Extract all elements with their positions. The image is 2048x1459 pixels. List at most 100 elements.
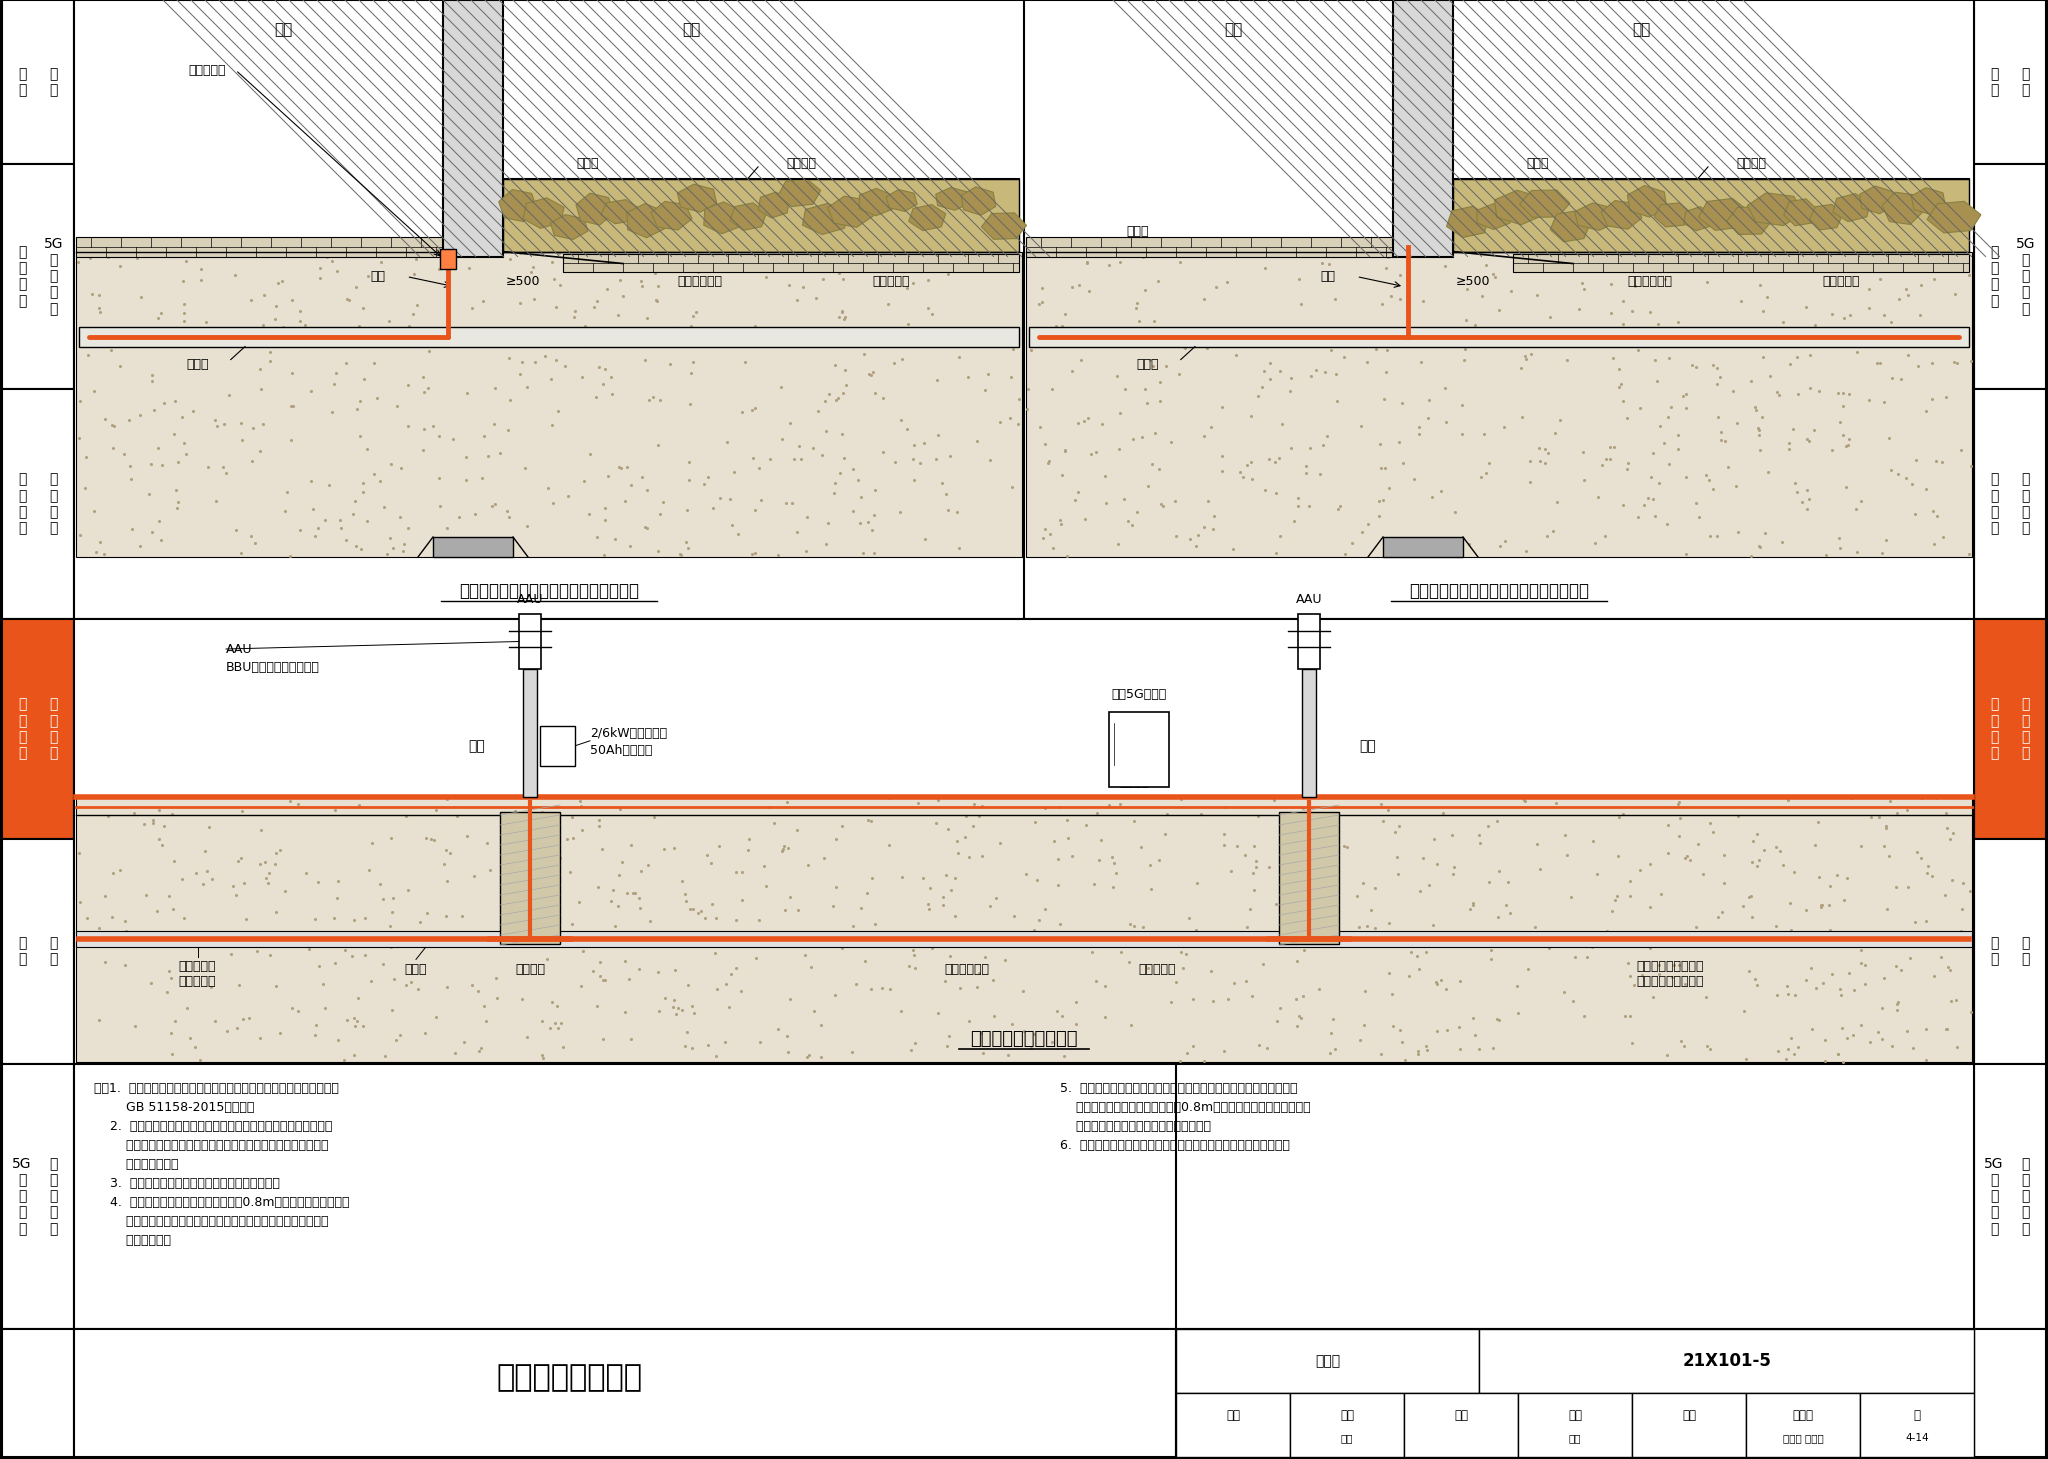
Bar: [1290, 1393, 1405, 1458]
Polygon shape: [1726, 207, 1772, 235]
Bar: [2, 163, 74, 390]
Polygon shape: [705, 201, 741, 233]
Polygon shape: [1911, 188, 1946, 214]
Text: 符
号: 符 号: [1991, 67, 1999, 98]
Bar: [1382, 537, 1462, 557]
Bar: [1452, 179, 1968, 251]
Text: ≥500: ≥500: [506, 276, 541, 287]
Text: 室外地面: 室外地面: [1118, 776, 1149, 788]
Polygon shape: [522, 198, 563, 229]
Bar: [1974, 163, 2046, 390]
Text: 设
施
设
计: 设 施 设 计: [1991, 473, 1999, 535]
Bar: [1513, 254, 1968, 271]
Text: 设计: 设计: [1681, 1409, 1696, 1423]
Text: 室内引入口: 室内引入口: [188, 64, 225, 76]
Polygon shape: [1655, 203, 1692, 228]
Bar: [1028, 327, 1968, 347]
Text: 砖或水泥盖板: 砖或水泥盖板: [1628, 276, 1673, 287]
Text: 工
程: 工 程: [49, 937, 57, 967]
Polygon shape: [1882, 193, 1923, 225]
Text: 室外线缆直埋敷设方式: 室外线缆直埋敷设方式: [971, 1030, 1077, 1048]
Polygon shape: [1446, 206, 1489, 238]
Text: 光缆至市政管网（电
信运营商光缆引入）: 光缆至市政管网（电 信运营商光缆引入）: [1636, 960, 1704, 988]
Text: 2/6kW刀片电源和: 2/6kW刀片电源和: [590, 727, 668, 740]
Text: 网
络
多
接
入: 网 络 多 接 入: [49, 1157, 57, 1236]
Bar: [1110, 712, 1169, 786]
Text: 页: 页: [1913, 1409, 1921, 1423]
Text: 系
统
设
计: 系 统 设 计: [1991, 245, 1999, 308]
Polygon shape: [1628, 185, 1667, 217]
Polygon shape: [500, 190, 537, 222]
Text: 示
例: 示 例: [1991, 937, 1999, 967]
Text: 5G
边
缘
计
算: 5G 边 缘 计 算: [1985, 1157, 2003, 1236]
Bar: [1974, 0, 2046, 163]
Bar: [1026, 236, 1393, 257]
Polygon shape: [1747, 193, 1802, 226]
Bar: [1747, 1393, 1860, 1458]
Polygon shape: [827, 196, 872, 228]
Bar: [80, 327, 1020, 347]
Text: 图集号: 图集号: [1315, 1354, 1339, 1369]
Text: 50Ah刀片电池: 50Ah刀片电池: [590, 744, 653, 757]
Text: 工
程: 工 程: [2021, 937, 2030, 967]
Text: 室外: 室外: [682, 22, 700, 38]
Bar: [1518, 1393, 1632, 1458]
Polygon shape: [575, 193, 614, 225]
Text: 室外5G电源柜: 室外5G电源柜: [1112, 687, 1167, 700]
Text: 5G
边
缘
计
算: 5G 边 缘 计 算: [12, 1157, 33, 1236]
Text: 张龙: 张龙: [1341, 1433, 1354, 1443]
Text: 5G
网
络
覆
盖: 5G 网 络 覆 盖: [45, 238, 63, 317]
Text: 室内: 室内: [1225, 22, 1243, 38]
Text: 设
施
设
计: 设 施 设 计: [18, 473, 27, 535]
Bar: [1974, 619, 2046, 839]
Text: 术
语: 术 语: [2021, 67, 2030, 98]
Bar: [1974, 1329, 2046, 1458]
Text: 术
语: 术 语: [49, 67, 57, 98]
Polygon shape: [729, 203, 766, 231]
Text: 21X101-5: 21X101-5: [1681, 1352, 1772, 1370]
Bar: [1393, 0, 1452, 257]
Polygon shape: [961, 187, 995, 216]
Text: 光缆或电缆: 光缆或电缆: [1139, 963, 1176, 976]
Text: 保护管: 保护管: [406, 963, 428, 976]
Text: 保护管: 保护管: [1137, 357, 1159, 371]
Polygon shape: [1550, 210, 1591, 242]
Text: 室外线缆直埋敷设: 室外线缆直埋敷设: [498, 1364, 643, 1392]
Text: 审核: 审核: [1227, 1409, 1239, 1423]
Text: 保护管: 保护管: [186, 357, 209, 371]
Bar: [2, 390, 74, 619]
Bar: [518, 614, 541, 670]
Bar: [2, 619, 74, 839]
Polygon shape: [1495, 190, 1544, 225]
Text: 散水坡: 散水坡: [578, 158, 600, 171]
Bar: [2, 839, 74, 1064]
Text: 室内: 室内: [274, 22, 293, 38]
Text: 室外地面: 室外地面: [1737, 158, 1767, 171]
Bar: [2, 1064, 74, 1329]
Bar: [432, 537, 512, 557]
Text: 室外: 室外: [1632, 22, 1651, 38]
Bar: [1303, 670, 1317, 797]
Bar: [74, 619, 1974, 1064]
Polygon shape: [551, 214, 588, 239]
Bar: [1176, 1329, 1479, 1393]
Bar: [76, 931, 1972, 947]
Bar: [1026, 251, 1972, 557]
Bar: [1974, 839, 2046, 1064]
Text: 光缆或电缆
引至进线间: 光缆或电缆 引至进线间: [178, 960, 217, 988]
Text: BBU安装在移动通信机房: BBU安装在移动通信机房: [225, 661, 319, 674]
Polygon shape: [651, 201, 692, 231]
Bar: [442, 0, 504, 257]
Bar: [1280, 813, 1339, 944]
Polygon shape: [600, 200, 639, 223]
Text: 立杆: 立杆: [1360, 738, 1376, 753]
Text: 散水坡: 散水坡: [1526, 158, 1548, 171]
Text: 5.  直埋光缆、电缆穿越行车道路时，应采用钢管保护。钢管内径应满
        足安装子管的要求，但不应小于0.8m，钢管内应穿放塑料子管，子
      : 5. 直埋光缆、电缆穿越行车道路时，应采用钢管保护。钢管内径应满 足安装子管的要…: [1044, 1083, 1311, 1153]
Bar: [440, 248, 457, 268]
Polygon shape: [1860, 185, 1894, 214]
Polygon shape: [887, 190, 918, 212]
Bar: [76, 236, 442, 257]
Bar: [74, 1329, 1974, 1458]
Polygon shape: [678, 184, 717, 212]
Text: 网
络
多
接
入: 网 络 多 接 入: [2021, 1157, 2030, 1236]
